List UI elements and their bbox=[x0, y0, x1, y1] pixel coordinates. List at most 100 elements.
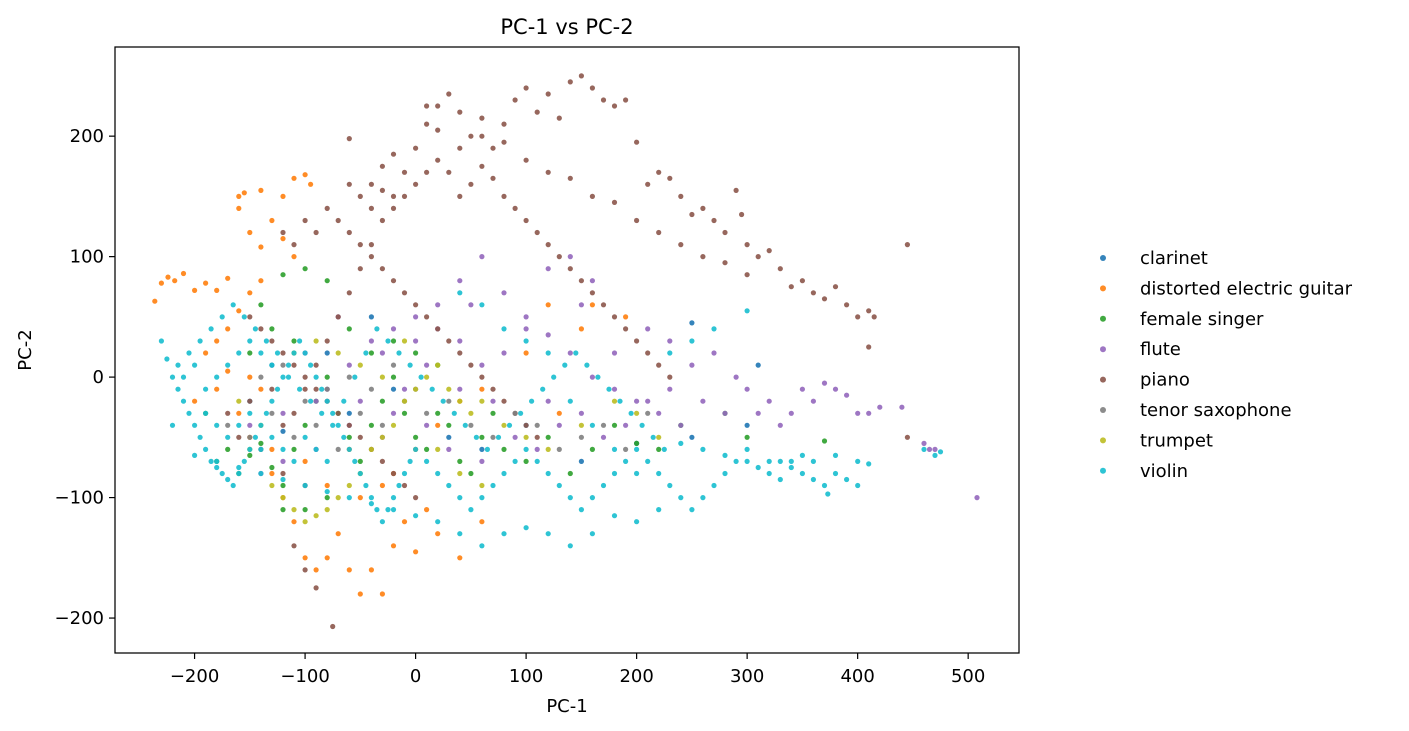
scatter-point bbox=[379, 266, 385, 272]
scatter-point bbox=[534, 434, 540, 440]
scatter-point bbox=[468, 470, 474, 477]
scatter-point bbox=[291, 446, 297, 452]
scatter-point bbox=[600, 482, 607, 489]
scatter-point bbox=[578, 458, 585, 464]
scatter-point bbox=[285, 362, 292, 368]
scatter-point bbox=[435, 531, 441, 537]
scatter-point bbox=[446, 398, 452, 404]
scatter-point bbox=[562, 362, 568, 368]
scatter-point bbox=[302, 567, 308, 573]
scatter-point bbox=[821, 296, 828, 302]
scatter-point bbox=[825, 491, 831, 497]
scatter-point bbox=[490, 434, 496, 440]
scatter-point bbox=[258, 422, 264, 428]
scatter-point bbox=[379, 374, 385, 380]
scatter-point bbox=[567, 470, 573, 477]
scatter-point bbox=[346, 482, 352, 489]
scatter-point bbox=[390, 362, 397, 368]
scatter-point bbox=[457, 531, 463, 537]
scatter-point bbox=[280, 446, 286, 452]
scatter-point bbox=[722, 260, 728, 266]
scatter-point bbox=[501, 121, 507, 127]
scatter-point bbox=[313, 567, 319, 573]
scatter-point bbox=[645, 181, 651, 187]
scatter-point bbox=[247, 410, 253, 416]
scatter-point bbox=[711, 217, 717, 224]
scatter-point bbox=[263, 338, 269, 344]
scatter-point bbox=[512, 205, 518, 211]
scatter-point bbox=[324, 350, 330, 356]
scatter-point bbox=[490, 386, 496, 392]
scatter-point bbox=[578, 326, 585, 332]
scatter-point bbox=[413, 145, 419, 151]
scatter-point bbox=[396, 482, 402, 489]
scatter-point bbox=[236, 434, 242, 440]
scatter-point bbox=[623, 458, 629, 464]
scatter-point bbox=[435, 519, 441, 525]
scatter-point bbox=[540, 386, 546, 392]
scatter-point bbox=[589, 278, 596, 284]
scatter-point bbox=[324, 386, 330, 392]
scatter-point bbox=[247, 422, 253, 428]
scatter-point bbox=[291, 543, 297, 549]
scatter-point bbox=[285, 374, 292, 380]
scatter-point bbox=[192, 398, 198, 404]
scatter-point bbox=[766, 398, 772, 404]
scatter-point bbox=[357, 434, 363, 440]
scatter-point bbox=[169, 374, 176, 380]
scatter-point bbox=[678, 440, 684, 446]
scatter-point bbox=[777, 266, 783, 272]
scatter-point bbox=[346, 374, 352, 380]
chart-title: PC-1 vs PC-2 bbox=[500, 15, 633, 39]
scatter-point bbox=[623, 422, 629, 428]
scatter-point bbox=[777, 422, 783, 428]
scatter-point bbox=[479, 495, 485, 501]
scatter-point bbox=[203, 280, 209, 286]
scatter-point bbox=[578, 507, 585, 513]
scatter-point bbox=[379, 434, 385, 440]
scatter-point bbox=[523, 217, 529, 224]
scatter-point bbox=[258, 326, 264, 332]
scatter-point bbox=[302, 434, 308, 440]
scatter-point bbox=[611, 103, 618, 109]
scatter-point bbox=[313, 229, 319, 236]
scatter-point bbox=[611, 513, 618, 519]
scatter-point bbox=[656, 434, 662, 440]
scatter-point bbox=[225, 362, 231, 368]
scatter-point bbox=[468, 362, 474, 368]
scatter-point bbox=[208, 326, 214, 332]
scatter-point bbox=[479, 519, 485, 525]
scatter-point bbox=[252, 434, 258, 440]
scatter-point bbox=[821, 380, 828, 386]
scatter-point bbox=[390, 422, 397, 428]
scatter-point bbox=[341, 398, 347, 404]
scatter-point bbox=[755, 410, 761, 416]
scatter-point bbox=[269, 362, 275, 368]
scatter-point bbox=[667, 175, 673, 181]
scatter-point bbox=[844, 476, 850, 483]
scatter-point bbox=[821, 482, 828, 489]
scatter-point bbox=[269, 386, 275, 392]
scatter-point bbox=[401, 398, 408, 404]
scatter-point bbox=[324, 507, 330, 513]
scatter-point bbox=[269, 482, 275, 489]
scatter-point bbox=[435, 422, 441, 428]
series-violin bbox=[158, 290, 944, 549]
scatter-point bbox=[656, 507, 662, 513]
scatter-point bbox=[462, 422, 468, 428]
scatter-point bbox=[368, 350, 374, 356]
scatter-point bbox=[330, 410, 336, 416]
scatter-point bbox=[319, 410, 325, 416]
scatter-point bbox=[506, 422, 513, 428]
scatter-point bbox=[390, 410, 397, 416]
scatter-point bbox=[346, 495, 352, 501]
scatter-point bbox=[379, 217, 385, 224]
scatter-point bbox=[368, 446, 374, 452]
scatter-point bbox=[495, 434, 502, 440]
scatter-point bbox=[374, 507, 380, 513]
scatter-point bbox=[512, 410, 518, 416]
scatter-point bbox=[247, 290, 253, 296]
scatter-point bbox=[236, 205, 242, 211]
legend-entry: violin bbox=[1100, 461, 1188, 482]
scatter-point bbox=[589, 446, 596, 452]
